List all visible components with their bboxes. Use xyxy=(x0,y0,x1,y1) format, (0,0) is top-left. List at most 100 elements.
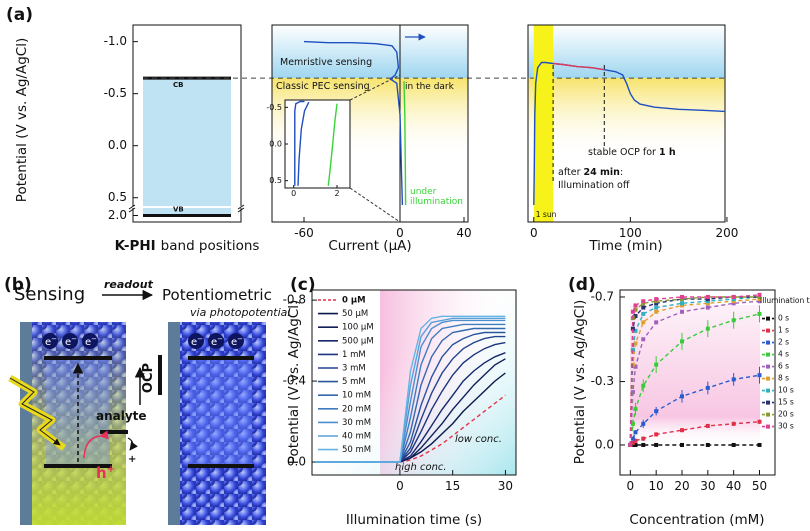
x-axis-label: Concentration (mM) xyxy=(629,512,764,528)
electrode xyxy=(20,322,32,525)
legend-label: 1 s xyxy=(778,326,789,335)
legend-label: 0 s xyxy=(778,314,789,323)
x-tick-label: 0 xyxy=(530,226,538,240)
diagram-text: analyte xyxy=(96,409,147,423)
electron-label: e− xyxy=(211,335,223,348)
data-point xyxy=(731,294,736,299)
series-line xyxy=(315,335,506,463)
annotation-text: : xyxy=(620,167,623,178)
data-point xyxy=(757,373,762,378)
y-tick-label: 0.0 xyxy=(108,138,127,152)
e-charge: − xyxy=(217,335,223,343)
electron xyxy=(42,333,58,349)
data-point xyxy=(731,299,736,304)
legend-marker xyxy=(766,316,770,321)
series-line xyxy=(315,352,506,463)
y-tick-label: 2.0 xyxy=(108,208,127,222)
annotation: high conc. xyxy=(395,462,447,473)
axis-break-gap xyxy=(130,206,244,208)
legend-marker xyxy=(766,388,770,393)
data-point xyxy=(705,385,710,390)
diagram-text: + xyxy=(128,454,136,465)
x-tick-label: 0 xyxy=(396,226,404,240)
data-point xyxy=(680,442,684,447)
data-point xyxy=(705,294,710,299)
legend-label: 20 s xyxy=(778,410,794,419)
light-outline xyxy=(9,377,61,446)
legend-label: 30 mM xyxy=(342,418,371,428)
data-point xyxy=(705,305,710,310)
x-axis-label: Current (µA) xyxy=(328,238,411,254)
legend-label: 50 µM xyxy=(342,309,368,319)
x-tick-label: 10 xyxy=(649,479,664,493)
legend-marker xyxy=(766,412,770,417)
annotation: stable OCP for 1 h xyxy=(588,147,676,158)
y-tick-label: 0.0 xyxy=(269,140,282,149)
data-point xyxy=(641,436,646,441)
x-axis-label: K-PHI band positions xyxy=(115,238,260,254)
series-line xyxy=(315,317,506,463)
data-point xyxy=(633,303,638,308)
hole: h xyxy=(96,464,107,482)
annotation: low conc. xyxy=(455,434,502,445)
legend-label: 6 s xyxy=(778,362,789,371)
y-tick-label: -0.4 xyxy=(283,374,306,388)
data-point xyxy=(731,377,736,382)
data-point xyxy=(654,309,659,314)
data-point xyxy=(654,432,659,437)
y-tick-label: -1.0 xyxy=(104,34,127,48)
annotation: Illumination off xyxy=(558,180,630,191)
legend-label: 15 s xyxy=(778,398,794,407)
axes-frame xyxy=(311,289,517,476)
diagram: Sensing readout Potentiometric via photo… xyxy=(8,278,290,525)
electrode xyxy=(168,322,180,525)
annotation: Classic PEC sensing xyxy=(276,81,370,92)
data-point xyxy=(654,297,659,302)
panel-label: (b) xyxy=(4,275,32,295)
x-tick-label: 40 xyxy=(456,226,471,240)
annotation-text: after xyxy=(558,167,584,178)
data-point xyxy=(641,320,646,325)
x-axis-label: Time (min) xyxy=(588,238,662,254)
data-point xyxy=(633,307,638,312)
data-point xyxy=(633,442,638,447)
legend-marker xyxy=(766,424,770,429)
x-axis-label: band positions xyxy=(161,238,260,254)
series-label: in the dark xyxy=(405,82,455,92)
series-line xyxy=(315,319,506,463)
data-point xyxy=(705,301,710,306)
y-tick-label: -0.5 xyxy=(104,86,127,100)
data-point xyxy=(630,436,635,441)
diagram-text: Potentiometric xyxy=(162,286,272,304)
data-point xyxy=(633,364,638,369)
e-charge: − xyxy=(197,335,203,343)
data-point xyxy=(757,294,762,299)
legend-label: 2 s xyxy=(778,338,789,347)
annotation-text: stable OCP for xyxy=(588,147,659,158)
legend-label: 1 mM xyxy=(342,350,366,360)
y-tick-label: 0.0 xyxy=(287,455,306,469)
data-point xyxy=(680,294,684,299)
data-point xyxy=(680,339,684,344)
series-line xyxy=(315,394,506,463)
x-tick-label: 200 xyxy=(715,226,738,240)
series-line xyxy=(315,327,506,463)
legend-label: 500 µM xyxy=(342,336,374,346)
data-point xyxy=(641,305,646,310)
data-point xyxy=(633,341,638,346)
data-point xyxy=(641,383,646,388)
series-line xyxy=(315,358,506,463)
memristive-zone xyxy=(528,25,725,78)
series-line xyxy=(315,331,506,463)
span-label: 1 sun xyxy=(536,210,557,219)
series-line xyxy=(315,341,506,463)
band-gap xyxy=(143,78,231,216)
data-point xyxy=(630,347,635,352)
legend-label: 10 s xyxy=(778,386,794,395)
data-point xyxy=(633,430,638,435)
electron xyxy=(62,333,78,349)
electron-label: e− xyxy=(85,335,97,348)
legend-label: 4 s xyxy=(778,350,789,359)
